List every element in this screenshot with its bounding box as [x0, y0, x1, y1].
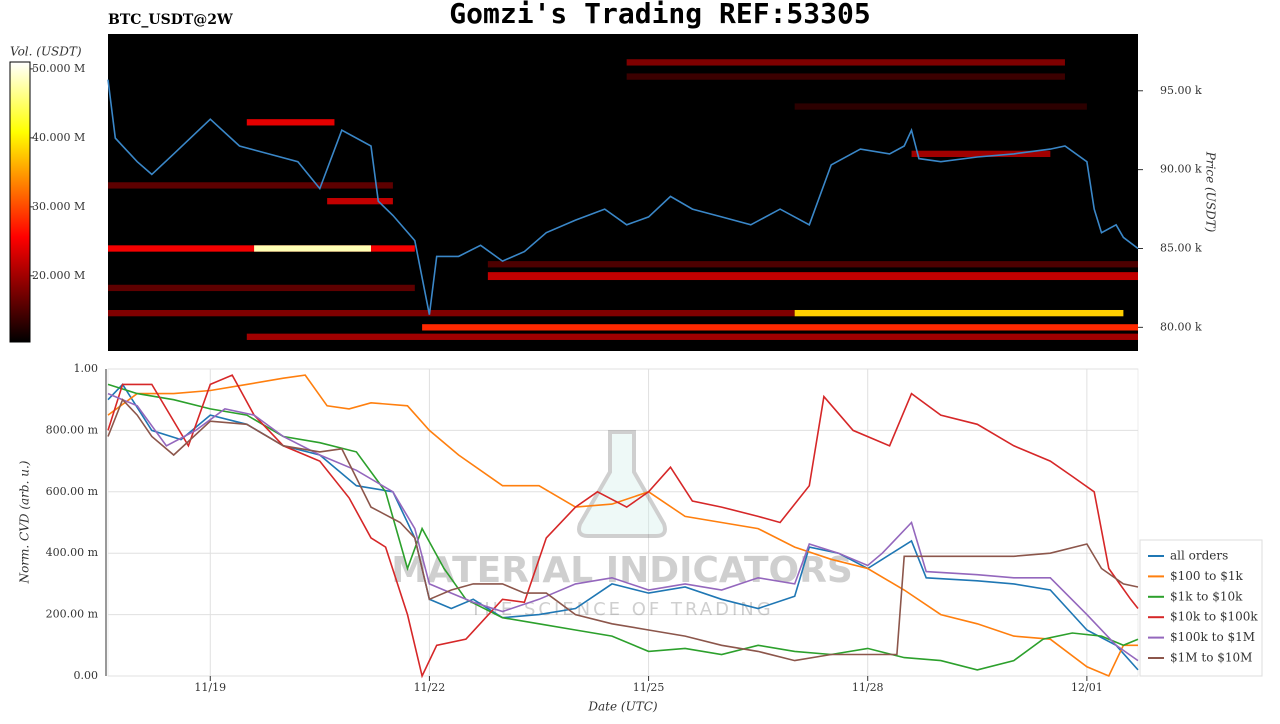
x-tick-label: 11/19 — [194, 681, 226, 694]
heatmap-cell — [108, 284, 415, 292]
colorbar-tick-label: 20.000 M — [32, 269, 85, 282]
heatmap-cell — [108, 182, 393, 189]
colorbar-tick-label: 40.000 M — [32, 131, 85, 144]
plot-bg — [107, 368, 1139, 677]
heatmap-cell — [422, 324, 1138, 331]
x-tick-label: 11/28 — [852, 681, 884, 694]
heatmap-cell — [246, 119, 335, 126]
colorbar — [9, 61, 31, 343]
series-line — [107, 374, 1138, 678]
flask-icon — [577, 430, 667, 538]
heatmap-bg — [108, 34, 1138, 351]
y-axis-title: Price (USDT) — [1204, 151, 1218, 233]
y-tick-label: 400.00 m — [46, 546, 99, 559]
subtitle: BTC_USDT@2W — [108, 12, 233, 28]
legend-label: $1M to $10M — [1170, 651, 1252, 665]
legend-label: $1k to $10k — [1170, 589, 1243, 603]
legend-label: $100 to $1k — [1170, 569, 1243, 583]
watermark-brand: MATERIAL INDICATORS — [391, 550, 853, 591]
heatmap-cell — [911, 150, 1051, 158]
colorbar-tick-label: 30.000 M — [32, 200, 85, 213]
y-tick-label: 1.00 — [74, 362, 99, 375]
heatmap-cell — [487, 272, 1138, 281]
heatmap-cell — [327, 198, 393, 205]
y-axis-title: Norm. CVD (arb. u.) — [18, 460, 32, 584]
x-tick-label: 11/25 — [633, 681, 665, 694]
watermark-tagline: THE SCIENCE OF TRADING — [469, 599, 773, 620]
series-line — [107, 398, 1139, 662]
y-tick-label: 80.00 k — [1160, 320, 1202, 333]
heatmap-cell — [794, 309, 1124, 317]
x-tick-label: 12/01 — [1071, 681, 1103, 694]
y-tick-label: 600.00 m — [46, 485, 99, 498]
y-tick-label: 800.00 m — [46, 423, 99, 436]
x-axis-title: Date (UTC) — [587, 700, 657, 714]
colorbar-tick-label: 50.000 M — [32, 62, 85, 75]
legend-label: all orders — [1170, 549, 1228, 563]
watermark: MATERIAL INDICATORS THE SCIENCE OF TRADI… — [391, 430, 853, 620]
heatmap-cell — [254, 245, 371, 252]
y-tick-label: 90.00 k — [1160, 163, 1202, 176]
legend-label: $10k to $100k — [1170, 610, 1258, 624]
y-tick-label: 0.00 — [74, 669, 99, 682]
series-line — [107, 374, 1139, 679]
y-tick-label: 95.00 k — [1160, 84, 1202, 97]
heatmap-cell — [794, 103, 1087, 110]
colorbar-label: Vol. (USDT) — [10, 45, 82, 59]
y-tick-label: 85.00 k — [1160, 241, 1202, 254]
heatmap-cell — [626, 73, 1065, 80]
chart-title: Gomzi's Trading REF:53305 — [449, 0, 870, 30]
heatmap-cell — [487, 261, 1138, 268]
heatmap-cell — [108, 309, 795, 317]
heatmap-cell — [626, 59, 1065, 66]
x-tick-label: 11/22 — [414, 681, 446, 694]
y-tick-label: 200.00 m — [46, 608, 99, 621]
series-line — [107, 383, 1139, 671]
series-line — [107, 392, 1139, 662]
heatmap-cell — [246, 333, 1139, 340]
series-line — [107, 79, 1139, 315]
legend — [1139, 539, 1263, 677]
legend-label: $100k to $1M — [1170, 630, 1255, 644]
